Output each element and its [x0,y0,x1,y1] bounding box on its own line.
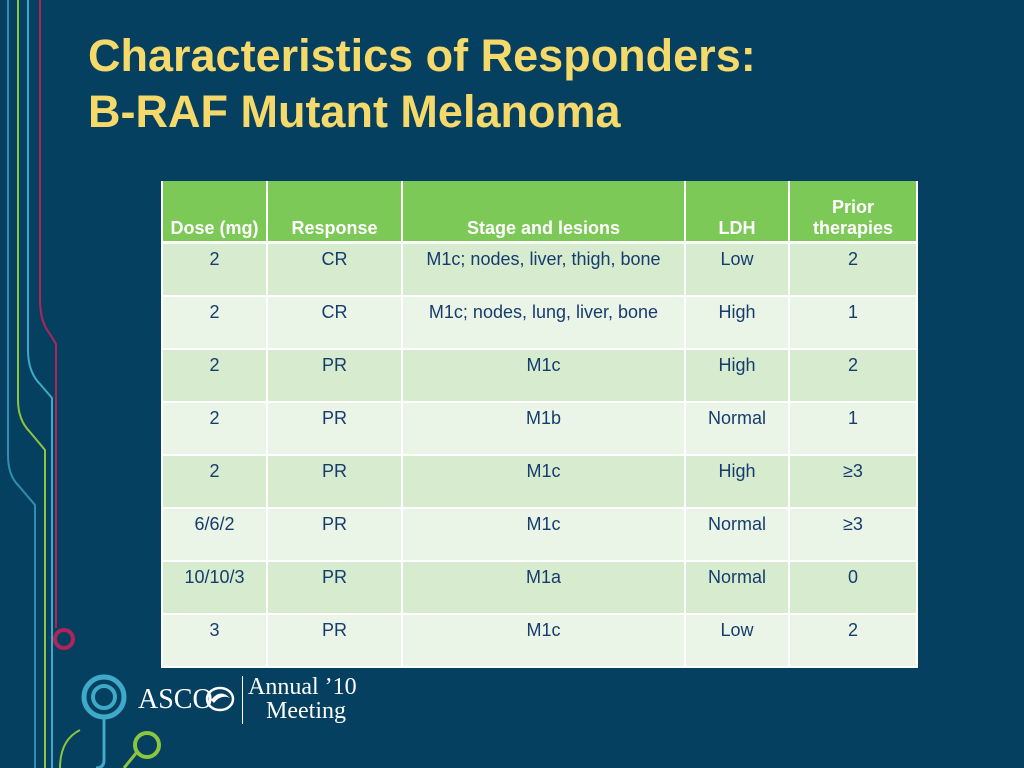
deco-target-inner [91,684,117,710]
deco-green-stem [122,751,139,768]
table-header-row: Dose (mg) Response Stage and lesions LDH… [161,181,918,244]
cell-stage: M1c [401,613,686,668]
cell-ldh: High [684,454,790,509]
header-prior-therapies: Prior therapies [788,181,918,244]
header-ldh: LDH [684,181,790,244]
cell-ldh: High [684,348,790,403]
table-row: 3 PR M1c Low 2 [161,613,918,668]
asco-flame-icon [205,686,235,712]
deco-line-green [17,0,46,768]
title-line-1: Characteristics of Responders: [88,30,756,81]
cell-stage: M1c [401,454,686,509]
cell-dose: 2 [161,348,268,403]
deco-target-stem [95,717,106,768]
slide-title: Characteristics of Responders: B-RAF Mut… [88,28,756,140]
cell-prior: ≥3 [788,454,918,509]
cell-prior: 2 [788,241,918,297]
header-stage: Stage and lesions [401,181,686,244]
cell-response: PR [266,507,403,562]
cell-response: PR [266,348,403,403]
cell-dose: 2 [161,401,268,456]
header-response: Response [266,181,403,244]
table-row: 2 PR M1c High 2 [161,348,918,403]
deco-line-blue [7,0,36,768]
deco-circle-green [133,731,161,759]
logo-event-line-1: Annual ’10 [248,674,357,700]
table-row: 6/6/2 PR M1c Normal ≥3 [161,507,918,562]
cell-stage: M1c [401,507,686,562]
cell-response: PR [266,613,403,668]
cell-response: CR [266,241,403,297]
header-dose: Dose (mg) [161,181,268,244]
cell-prior: 2 [788,348,918,403]
logo-divider [242,676,243,724]
cell-dose: 3 [161,613,268,668]
cell-prior: ≥3 [788,507,918,562]
deco-line-cyan [27,0,53,768]
cell-dose: 2 [161,241,268,297]
cell-ldh: Low [684,613,790,668]
table-row: 2 CR M1c; nodes, lung, liver, bone High … [161,295,918,350]
cell-prior: 1 [788,295,918,350]
cell-ldh: Normal [684,401,790,456]
cell-prior: 0 [788,560,918,615]
cell-stage: M1a [401,560,686,615]
table-row: 10/10/3 PR M1a Normal 0 [161,560,918,615]
deco-line-magenta [39,0,57,628]
responders-table: Dose (mg) Response Stage and lesions LDH… [161,181,918,668]
cell-dose: 10/10/3 [161,560,268,615]
cell-dose: 6/6/2 [161,507,268,562]
cell-stage: M1c; nodes, liver, thigh, bone [401,241,686,297]
cell-stage: M1c [401,348,686,403]
cell-response: PR [266,454,403,509]
cell-ldh: Normal [684,560,790,615]
logo-event-line-2: Meeting [266,698,346,724]
cell-ldh: Low [684,241,790,297]
cell-response: PR [266,401,403,456]
table-row: 2 CR M1c; nodes, liver, thigh, bone Low … [161,241,918,297]
cell-dose: 2 [161,454,268,509]
cell-stage: M1b [401,401,686,456]
deco-target-outer [81,674,127,720]
cell-stage: M1c; nodes, lung, liver, bone [401,295,686,350]
cell-response: CR [266,295,403,350]
table-row: 2 PR M1b Normal 1 [161,401,918,456]
table-row: 2 PR M1c High ≥3 [161,454,918,509]
logo-org-text: ASCO [138,684,213,715]
cell-dose: 2 [161,295,268,350]
deco-line-green-tail [59,729,81,768]
cell-response: PR [266,560,403,615]
cell-prior: 1 [788,401,918,456]
cell-ldh: High [684,295,790,350]
title-line-2: B-RAF Mutant Melanoma [88,86,621,137]
deco-circle-magenta [53,628,75,650]
cell-prior: 2 [788,613,918,668]
cell-ldh: Normal [684,507,790,562]
